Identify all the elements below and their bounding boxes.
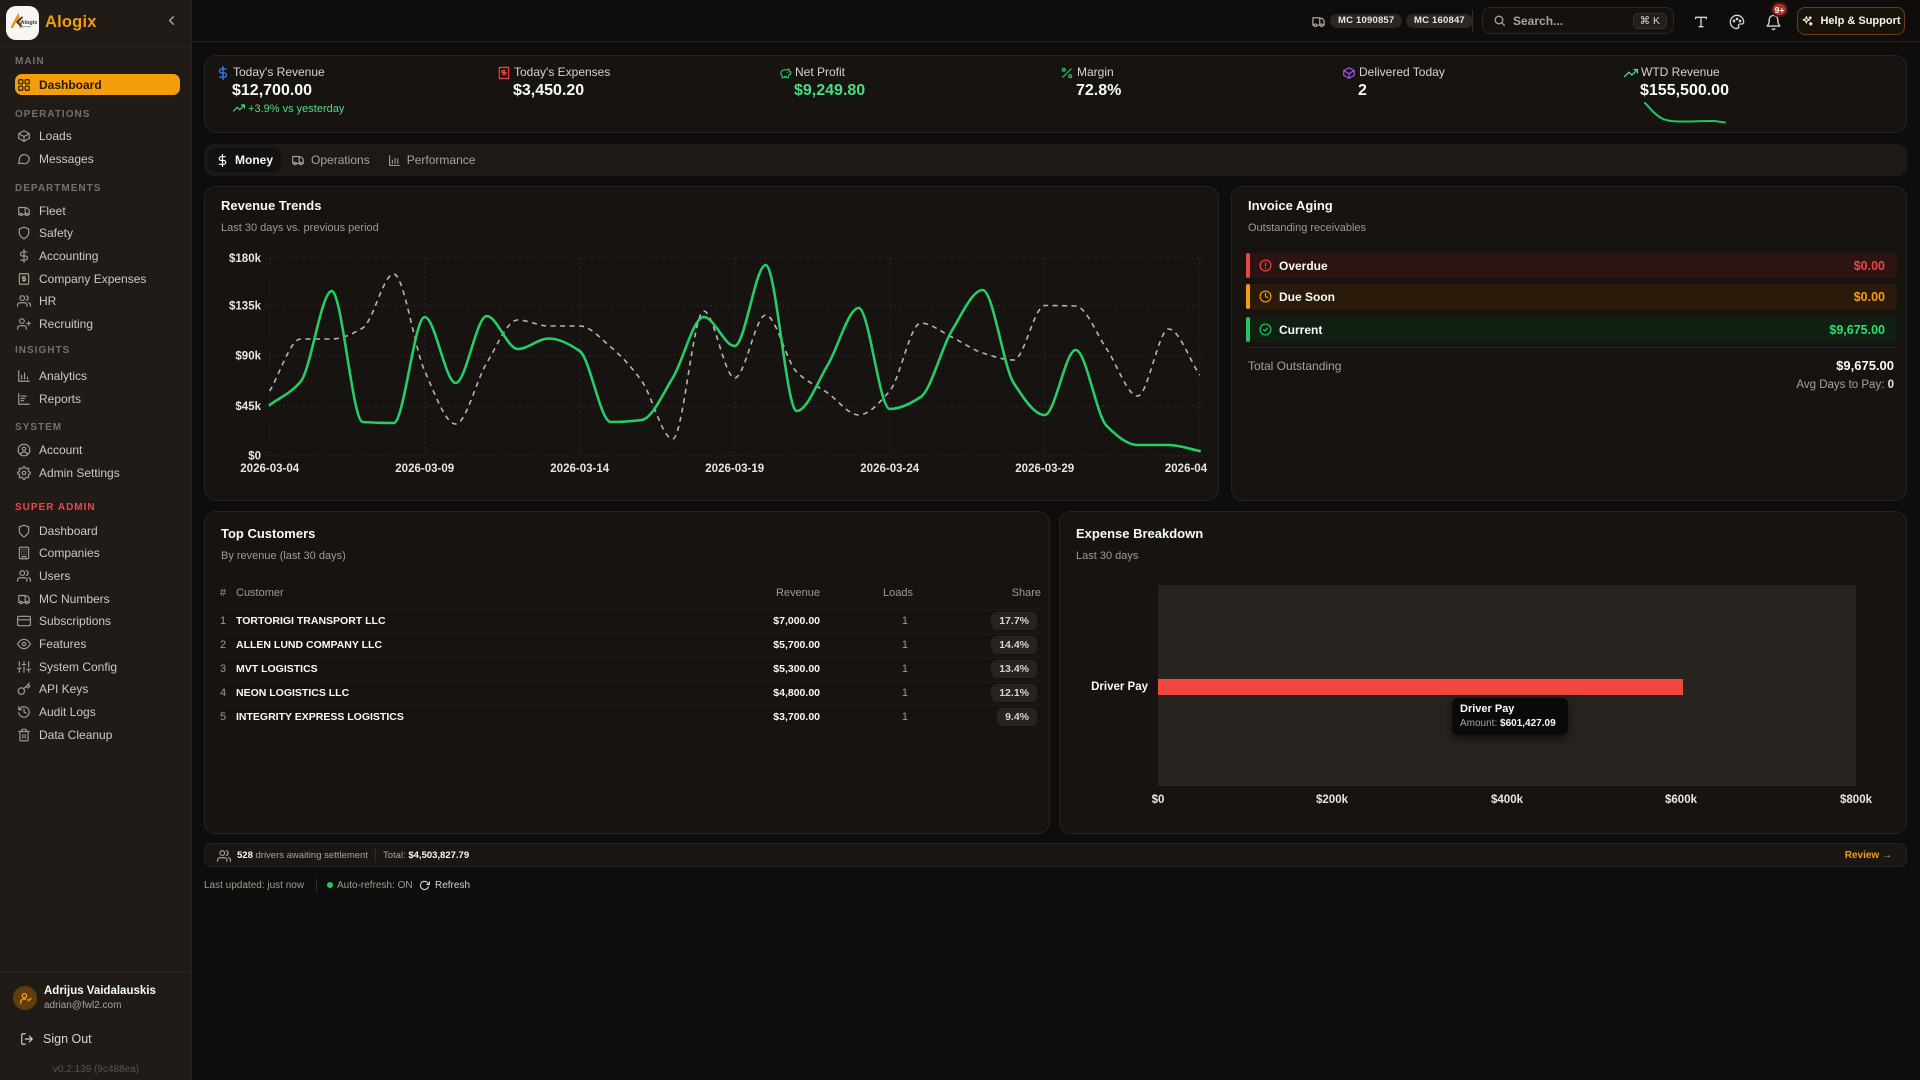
svg-text:2026-03-29: 2026-03-29 xyxy=(1015,463,1074,475)
svg-text:$45k: $45k xyxy=(235,401,261,413)
svg-text:2026-03-09: 2026-03-09 xyxy=(395,463,454,475)
svg-text:2026-03-19: 2026-03-19 xyxy=(705,463,764,475)
svg-text:2026-04: 2026-04 xyxy=(1165,463,1208,475)
svg-text:2026-03-04: 2026-03-04 xyxy=(240,463,299,475)
svg-text:$180k: $180k xyxy=(229,253,262,265)
svg-text:$135k: $135k xyxy=(229,301,262,313)
svg-text:2026-03-14: 2026-03-14 xyxy=(550,463,609,475)
svg-text:$90k: $90k xyxy=(235,350,261,362)
svg-text:$0: $0 xyxy=(248,451,261,463)
svg-text:Alogix: Alogix xyxy=(21,20,39,26)
svg-text:2026-03-24: 2026-03-24 xyxy=(860,463,919,475)
